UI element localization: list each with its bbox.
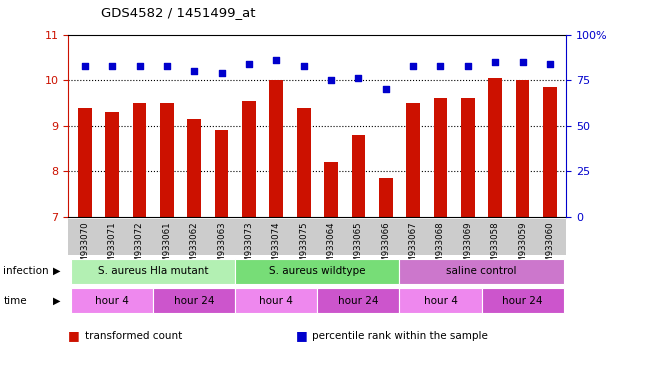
Bar <box>71 288 153 313</box>
Text: GSM933067: GSM933067 <box>409 222 418 275</box>
Text: ▶: ▶ <box>53 266 61 276</box>
Point <box>463 63 473 69</box>
Text: hour 24: hour 24 <box>503 296 543 306</box>
Bar <box>235 288 317 313</box>
Bar <box>352 135 365 217</box>
Point <box>271 57 281 63</box>
Bar <box>516 80 529 217</box>
Text: ▶: ▶ <box>53 296 61 306</box>
Point <box>298 63 309 69</box>
Bar <box>187 119 201 217</box>
Text: saline control: saline control <box>447 266 517 276</box>
Bar <box>160 103 174 217</box>
Bar <box>400 259 564 283</box>
Text: GSM933070: GSM933070 <box>80 222 89 275</box>
Text: time: time <box>3 296 27 306</box>
Text: hour 24: hour 24 <box>338 296 379 306</box>
Text: hour 24: hour 24 <box>174 296 214 306</box>
Point <box>490 59 501 65</box>
Bar <box>482 288 564 313</box>
Text: GSM933071: GSM933071 <box>107 222 117 275</box>
Bar <box>235 259 400 283</box>
Point <box>243 61 254 67</box>
Text: ■: ■ <box>68 329 80 342</box>
Bar <box>379 178 393 217</box>
Point <box>134 63 145 69</box>
Text: GSM933058: GSM933058 <box>491 222 500 275</box>
Point <box>518 59 528 65</box>
Text: GSM933072: GSM933072 <box>135 222 144 275</box>
Text: hour 4: hour 4 <box>95 296 129 306</box>
Bar <box>406 103 420 217</box>
Text: GSM933062: GSM933062 <box>189 222 199 275</box>
Text: GSM933066: GSM933066 <box>381 222 390 275</box>
Point <box>326 77 337 83</box>
Point <box>189 68 199 74</box>
Bar <box>400 288 482 313</box>
Text: GDS4582 / 1451499_at: GDS4582 / 1451499_at <box>101 6 255 19</box>
Text: percentile rank within the sample: percentile rank within the sample <box>312 331 488 341</box>
Point <box>161 63 172 69</box>
Bar <box>324 162 338 217</box>
Bar <box>78 108 92 217</box>
Point <box>79 63 90 69</box>
Text: transformed count: transformed count <box>85 331 182 341</box>
Bar <box>543 87 557 217</box>
Bar <box>105 112 119 217</box>
Point <box>353 75 364 81</box>
Bar <box>297 108 311 217</box>
Text: GSM933059: GSM933059 <box>518 222 527 274</box>
Text: S. aureus wildtype: S. aureus wildtype <box>269 266 366 276</box>
Text: GSM933064: GSM933064 <box>327 222 335 275</box>
Text: GSM933063: GSM933063 <box>217 222 226 275</box>
Text: ■: ■ <box>296 329 308 342</box>
Bar <box>242 101 256 217</box>
Bar <box>215 130 229 217</box>
Bar <box>71 259 235 283</box>
Text: GSM933061: GSM933061 <box>162 222 171 275</box>
Bar <box>133 103 146 217</box>
Bar <box>461 98 475 217</box>
Point <box>408 63 419 69</box>
Text: GSM933075: GSM933075 <box>299 222 308 275</box>
Bar <box>270 80 283 217</box>
Bar <box>488 78 502 217</box>
Point <box>436 63 446 69</box>
Text: GSM933060: GSM933060 <box>546 222 555 275</box>
Text: S. aureus Hla mutant: S. aureus Hla mutant <box>98 266 208 276</box>
Text: infection: infection <box>3 266 49 276</box>
Text: GSM933069: GSM933069 <box>464 222 473 274</box>
Text: hour 4: hour 4 <box>259 296 293 306</box>
Text: GSM933065: GSM933065 <box>354 222 363 275</box>
Point <box>381 86 391 93</box>
Bar <box>434 98 447 217</box>
Text: GSM933074: GSM933074 <box>272 222 281 275</box>
Text: GSM933068: GSM933068 <box>436 222 445 275</box>
Bar <box>317 288 400 313</box>
Point <box>545 61 555 67</box>
Text: GSM933073: GSM933073 <box>245 222 253 275</box>
Text: hour 4: hour 4 <box>424 296 458 306</box>
Point <box>216 70 227 76</box>
Point <box>107 63 117 69</box>
Bar <box>153 288 235 313</box>
